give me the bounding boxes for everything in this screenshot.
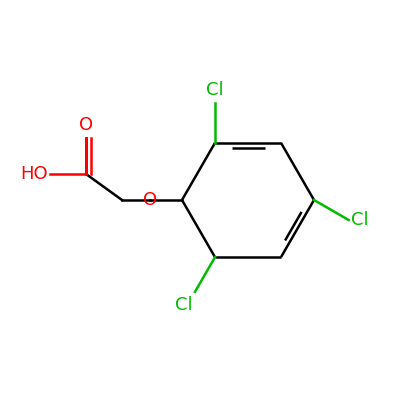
Text: Cl: Cl bbox=[206, 81, 224, 99]
Text: HO: HO bbox=[20, 165, 48, 183]
Text: O: O bbox=[143, 191, 157, 209]
Text: Cl: Cl bbox=[351, 211, 368, 229]
Text: O: O bbox=[79, 116, 93, 134]
Text: Cl: Cl bbox=[175, 296, 193, 314]
